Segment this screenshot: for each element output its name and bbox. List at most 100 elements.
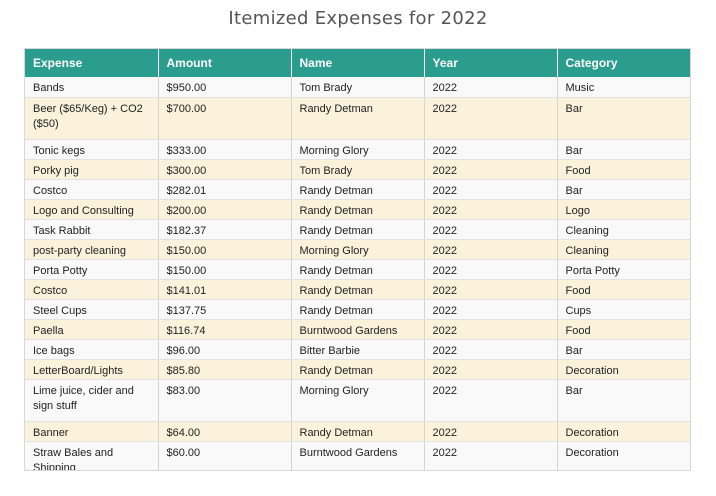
cell-expense: Porta Potty [25,259,159,280]
cell-category: Food [557,159,690,180]
table-row: Lime juice, cider and sign stuff $83.00 Mo… [25,379,690,422]
table-header-row: Expense Amount Name Year Category [25,49,690,77]
cell-category: Food [557,279,690,300]
table-row: Task Rabbit $182.37 Randy Detman 2022 Cleani… [25,219,690,240]
cell-amount: $83.00 [158,379,292,422]
cell-amount: $60.00 [158,441,292,470]
cell-amount: $137.75 [158,299,292,320]
cell-name: Randy Detman [291,179,425,200]
table-row: LetterBoard/Lights $85.80 Randy Detman 2022… [25,359,690,380]
cell-name: Randy Detman [291,199,425,220]
cell-name: Randy Detman [291,299,425,320]
cell-category: Porta Potty [557,259,690,280]
cell-name: Morning Glory [291,139,425,160]
cell-expense: Costco [25,279,159,300]
cell-year: 2022 [424,441,558,470]
table-row: Logo and Consulting $200.00 Randy Detman 20… [25,199,690,220]
table-row: post-party cleaning $150.00 Morning Glory 2… [25,239,690,260]
cell-amount: $85.80 [158,359,292,380]
cell-name: Randy Detman [291,279,425,300]
cell-category: Decoration [557,421,690,442]
cell-year: 2022 [424,219,558,240]
table-row: Costco $282.01 Randy Detman 2022 Bar [25,179,690,200]
cell-expense: Task Rabbit [25,219,159,240]
cell-name: Randy Detman [291,219,425,240]
column-header-year[interactable]: Year [424,49,558,77]
expenses-table: Expense Amount Name Year Category Bands $… [25,49,690,470]
cell-amount: $182.37 [158,219,292,240]
cell-year: 2022 [424,299,558,320]
cell-name: Randy Detman [291,421,425,442]
cell-year: 2022 [424,379,558,422]
table-row: Bands $950.00 Tom Brady 2022 Music [25,77,690,98]
cell-name: Morning Glory [291,239,425,260]
cell-expense: post-party cleaning [25,239,159,260]
cell-year: 2022 [424,199,558,220]
cell-expense: Paella [25,319,159,340]
cell-year: 2022 [424,239,558,260]
cell-amount: $96.00 [158,339,292,360]
table-row: Ice bags $96.00 Bitter Barbie 2022 Bar [25,339,690,360]
cell-category: Bar [557,97,690,140]
column-header-amount[interactable]: Amount [158,49,292,77]
cell-year: 2022 [424,319,558,340]
cell-expense: Logo and Consulting [25,199,159,220]
cell-year: 2022 [424,421,558,442]
cell-name: Tom Brady [291,77,425,98]
table-row: Beer ($65/Keg) + CO2 ($50) $700.00 Randy D… [25,97,690,140]
cell-year: 2022 [424,259,558,280]
cell-amount: $282.01 [158,179,292,200]
cell-category: Bar [557,339,690,360]
cell-category: Decoration [557,441,690,470]
cell-amount: $300.00 [158,159,292,180]
column-header-name[interactable]: Name [291,49,425,77]
cell-amount: $116.74 [158,319,292,340]
table-row: Steel Cups $137.75 Randy Detman 2022 Cups [25,299,690,320]
cell-category: Decoration [557,359,690,380]
table-body: Bands $950.00 Tom Brady 2022 Music Beer ($65/… [25,77,690,470]
table-row: Straw Bales and Shipping $60.00 Burntwood … [25,441,690,470]
cell-amount: $700.00 [158,97,292,140]
cell-expense: Lime juice, cider and sign stuff [25,379,159,422]
cell-expense: Porky pig [25,159,159,180]
cell-year: 2022 [424,339,558,360]
cell-amount: $200.00 [158,199,292,220]
cell-name: Burntwood Gardens [291,441,425,470]
column-header-category[interactable]: Category [557,49,690,77]
cell-expense: LetterBoard/Lights [25,359,159,380]
column-header-expense[interactable]: Expense [25,49,159,77]
cell-category: Music [557,77,690,98]
cell-amount: $64.00 [158,421,292,442]
cell-year: 2022 [424,279,558,300]
cell-name: Burntwood Gardens [291,319,425,340]
page-title: Itemized Expenses for 2022 [228,8,488,29]
cell-year: 2022 [424,159,558,180]
expenses-table-container[interactable]: Expense Amount Name Year Category Bands $… [24,48,691,471]
cell-year: 2022 [424,359,558,380]
cell-year: 2022 [424,97,558,140]
cell-expense: Ice bags [25,339,159,360]
cell-category: Food [557,319,690,340]
cell-expense: Straw Bales and Shipping [25,441,159,470]
cell-expense: Banner [25,421,159,442]
cell-expense: Beer ($65/Keg) + CO2 ($50) [25,97,159,140]
cell-category: Cups [557,299,690,320]
table-row: Banner $64.00 Randy Detman 2022 Decoration [25,421,690,442]
cell-year: 2022 [424,139,558,160]
cell-expense: Tonic kegs [25,139,159,160]
cell-amount: $141.01 [158,279,292,300]
table-row: Tonic kegs $333.00 Morning Glory 2022 Bar [25,139,690,160]
cell-amount: $333.00 [158,139,292,160]
cell-amount: $950.00 [158,77,292,98]
cell-year: 2022 [424,77,558,98]
cell-category: Cleaning [557,219,690,240]
cell-amount: $150.00 [158,259,292,280]
cell-category: Bar [557,179,690,200]
cell-category: Cleaning [557,239,690,260]
cell-expense: Costco [25,179,159,200]
cell-name: Morning Glory [291,379,425,422]
cell-category: Logo [557,199,690,220]
cell-name: Randy Detman [291,359,425,380]
cell-category: Bar [557,139,690,160]
table-row: Porky pig $300.00 Tom Brady 2022 Food [25,159,690,180]
